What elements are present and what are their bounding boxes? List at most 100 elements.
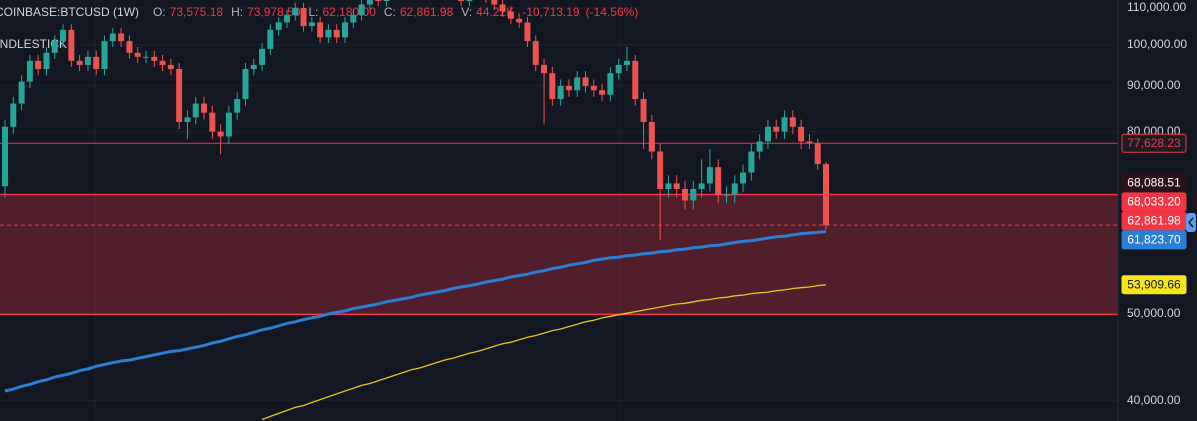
- legend-key: L:: [308, 5, 318, 19]
- candle-body: [715, 167, 722, 195]
- price-label: 61,823.70: [1127, 233, 1181, 247]
- candle-body: [541, 64, 548, 74]
- candle-body: [814, 143, 821, 165]
- candle-body: [51, 41, 58, 53]
- candle-body: [499, 4, 506, 12]
- collapse-button-bg[interactable]: [1186, 213, 1196, 232]
- y-tick-label: 40,000.00: [1127, 393, 1181, 407]
- candle-body: [383, 0, 390, 2]
- candle-body: [93, 56, 100, 70]
- candle-body: [657, 151, 664, 190]
- moving-average: [261, 284, 827, 421]
- candle-body: [491, 0, 498, 5]
- candle-body: [159, 60, 166, 65]
- candle-body: [68, 29, 75, 61]
- candle-body: [43, 52, 50, 70]
- overlays: [0, 142, 1118, 316]
- candle-body: [358, 4, 365, 16]
- candle-body: [184, 117, 191, 123]
- price-label-box: [1121, 173, 1187, 193]
- candle-body: [283, 15, 290, 23]
- candle-body: [582, 77, 589, 86]
- candle-body: [706, 167, 713, 184]
- candle-body: [823, 164, 829, 226]
- candle-body: [151, 56, 158, 61]
- candle-body: [101, 41, 108, 70]
- legend-value: 62,180.00: [322, 5, 376, 19]
- candle-body: [308, 22, 315, 27]
- candle-body: [516, 18, 523, 23]
- candle-body: [259, 48, 266, 65]
- candle-body: [201, 103, 208, 113]
- candle-body: [773, 126, 780, 132]
- candle-body: [2, 126, 8, 187]
- candle-body: [731, 183, 738, 195]
- change: -10,713.19: [522, 5, 580, 19]
- style-label: CANDLESTICK: [0, 37, 67, 51]
- candle-body: [748, 151, 755, 173]
- candle-body: [126, 41, 133, 53]
- candle-body: [623, 60, 630, 65]
- candle-body: [342, 22, 349, 38]
- candle-body: [789, 117, 796, 127]
- candle-body: [192, 103, 199, 118]
- price-label: 53,909.66: [1127, 277, 1181, 291]
- symbol: COINBASE:BTCUSD (1W): [0, 5, 139, 19]
- candle-body: [723, 194, 730, 196]
- candle-body: [565, 85, 572, 91]
- candle-body: [590, 85, 597, 91]
- candle-body: [665, 183, 672, 190]
- candle-body: [134, 52, 141, 57]
- candle-body: [690, 189, 697, 201]
- candle-body: [267, 29, 274, 49]
- candle-body: [599, 90, 606, 95]
- candle-body: [60, 29, 67, 42]
- y-tick-label: 100,000.00: [1127, 37, 1187, 51]
- candle-body: [26, 60, 33, 82]
- candle-body: [217, 131, 224, 137]
- price-label-box: [1121, 230, 1187, 250]
- candle-body: [756, 141, 763, 152]
- candle-body: [176, 69, 183, 123]
- candle-body: [532, 41, 539, 65]
- price-label-box: [1121, 192, 1187, 212]
- price-label-box: [1121, 133, 1187, 153]
- candle-body: [18, 81, 25, 104]
- candle-body: [242, 69, 249, 100]
- candle-body: [118, 33, 125, 42]
- candle-body: [35, 60, 42, 70]
- collapse-button[interactable]: [1186, 213, 1196, 232]
- candle-body: [375, 0, 382, 2]
- candle-body: [225, 112, 232, 137]
- candle-body: [632, 60, 639, 100]
- candle-body: [275, 22, 282, 30]
- candle-body: [781, 117, 788, 132]
- candle-body: [292, 8, 299, 16]
- change-pct: (-14.56%): [586, 5, 639, 19]
- candle-body: [806, 141, 813, 144]
- candle-body: [10, 103, 17, 127]
- candle-body: [317, 22, 324, 38]
- price-label-box: [1121, 275, 1187, 295]
- candle-body: [250, 64, 257, 70]
- candle-body: [142, 56, 149, 58]
- legend-value: 73,575.18: [170, 5, 224, 19]
- collapse-icon: [1188, 217, 1194, 228]
- candle-body: [574, 77, 581, 91]
- candle-body: [350, 15, 357, 23]
- candle-body: [466, 0, 473, 2]
- price-label: 77,628.23: [1127, 136, 1181, 150]
- y-tick-label: 90,000.00: [1127, 78, 1181, 92]
- candle-body: [607, 73, 614, 95]
- candle-body: [76, 60, 83, 65]
- candle-body: [507, 11, 514, 19]
- candle-body: [673, 183, 680, 190]
- candle-body: [740, 172, 747, 184]
- candle-body: [109, 33, 116, 42]
- candle-body: [549, 73, 556, 100]
- candle-body: [209, 112, 216, 132]
- candle-body: [764, 126, 771, 142]
- candle-body: [524, 22, 531, 42]
